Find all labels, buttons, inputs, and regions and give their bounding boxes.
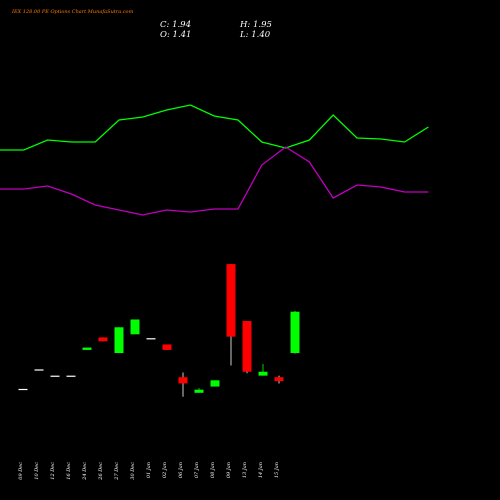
candle [178,372,188,397]
candle [98,337,108,342]
upper-indicator-line-layer [0,104,429,151]
x-tick-label: 16 Dec [66,462,72,480]
upper-indicator-line [0,104,429,151]
candle-body [290,311,300,354]
open-readout: O: 1.41 [160,30,191,40]
candle [274,375,284,384]
candle [114,327,124,354]
x-tick-label: 10 Dec [34,462,40,480]
x-tick-label: 08 Jan [210,462,216,478]
x-tick-label: 12 Dec [50,462,56,480]
candle-body [162,344,172,350]
candle-body [178,377,188,384]
high-readout: H: 1.95 [239,20,272,30]
x-tick-label: 24 Dec [82,462,88,481]
x-tick-label: 30 Dec [130,462,136,480]
candle [194,388,204,393]
close-readout: C: 1.94 [160,20,191,30]
candle [18,388,28,391]
x-tick-label: 06 Jan [178,462,184,478]
candle [82,347,92,350]
lower-indicator-line [0,146,429,216]
candle-body [194,389,204,393]
x-tick-label: 07 Jan [194,462,200,478]
candle-body [242,321,252,372]
x-axis-ticks-layer: 09 Dec 10 Dec 12 Dec 16 Dec 24 Dec 26 Dec 27 D… [18,462,280,481]
candle [226,264,236,366]
candle-body [210,380,220,387]
low-readout: L: 1.40 [239,30,271,40]
candle-body [66,375,76,377]
x-tick-label: 02 Jan [162,462,168,478]
candle-body [114,327,124,354]
candle-body [82,347,92,350]
candle-body [274,377,284,382]
candle [290,310,300,354]
candle [50,375,60,377]
candle [146,338,156,340]
x-tick-label: 01 Jan [146,462,152,478]
candle-body [226,264,236,337]
x-tick-label: 15 Jan [274,462,280,478]
candle [130,319,140,335]
x-tick-label: 09 Jan [226,462,232,478]
candles-layer [18,264,300,397]
candle-body [258,371,268,376]
candle [162,344,172,350]
x-tick-label: 09 Dec [18,462,24,480]
x-tick-label: 26 Dec [98,462,104,481]
candle-body [146,338,156,340]
candle-body [34,369,44,371]
candle-body [130,319,140,335]
x-tick-label: 14 Jan [258,462,264,478]
candle [210,380,220,387]
candle-body [18,388,28,391]
candle [258,363,268,376]
x-tick-label: 13 Jan [242,462,248,478]
candle [66,375,76,377]
lower-indicator-line-layer [0,146,429,216]
candle [242,321,252,374]
candle-body [98,337,108,342]
candle [34,369,44,371]
x-tick-label: 27 Dec [114,462,120,481]
chart-title: IEX 128.00 PE Options Chart MunafaSutra.… [11,9,134,15]
candle-body [50,375,60,377]
